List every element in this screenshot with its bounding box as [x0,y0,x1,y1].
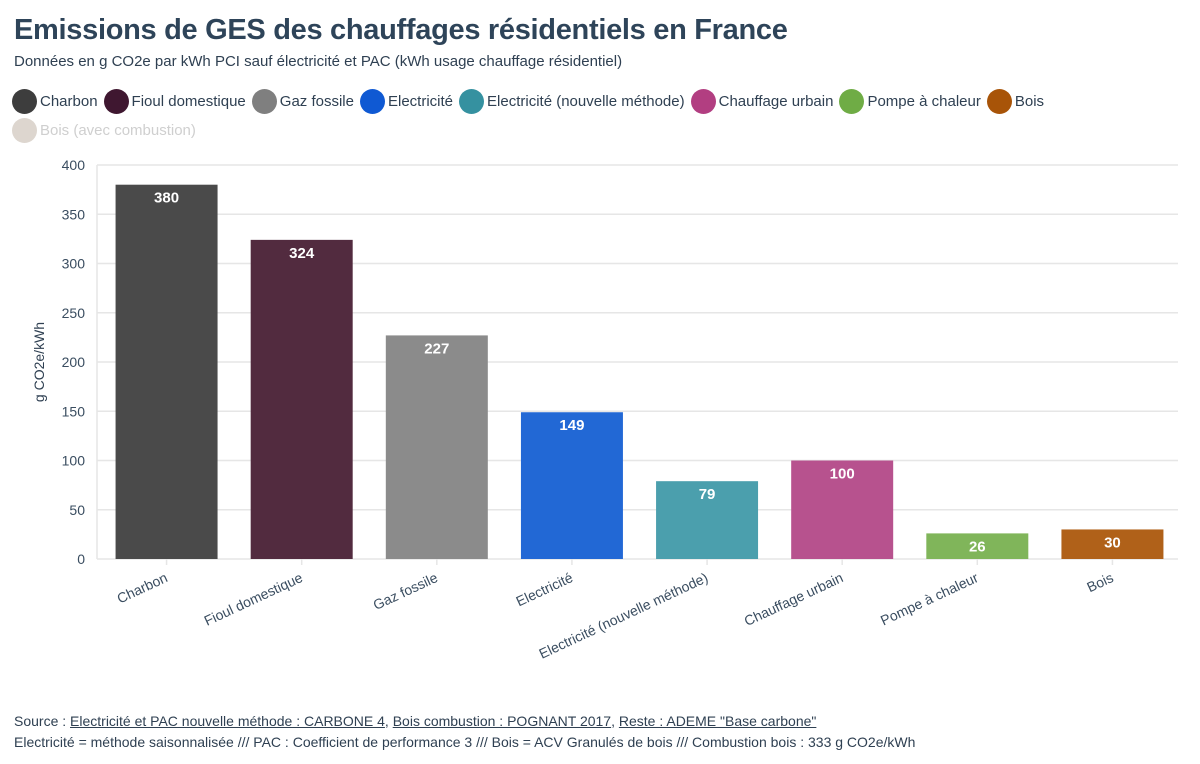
bar-chauffage-urbain[interactable] [791,460,894,560]
data-label: 30 [1104,534,1121,551]
bar-bois[interactable] [1061,529,1164,559]
x-tick-label: Charbon [114,569,169,606]
legend-swatch-icon [12,117,37,143]
source-line: Source : Electricité et PAC nouvelle mét… [14,711,915,732]
y-axis-title: g CO2e/kWh [31,322,47,402]
x-tick-label: Electricité [513,569,575,609]
legend-swatch-icon [839,88,865,114]
x-tick-label: Pompe à chaleur [878,569,981,628]
legend-item[interactable]: Bois [986,88,1045,114]
legend-label: Chauffage urbain [718,92,834,110]
legend-item[interactable]: Pompe à chaleur [839,88,981,114]
y-tick-label: 50 [69,502,85,518]
legend: Charbon Fioul domestique Gaz fossile Electr… [12,88,1112,143]
legend-item[interactable]: Electricité (nouvelle méthode) [459,88,685,114]
legend-label: Charbon [40,92,98,110]
source-link-carbone4[interactable]: Electricité et PAC nouvelle méthode : CA… [70,713,385,729]
data-label: 149 [559,417,584,434]
legend-item[interactable]: Bois (avec combustion) [12,117,196,143]
legend-item[interactable]: Charbon [12,88,98,114]
y-tick-label: 350 [62,206,86,222]
chart-title: Emissions de GES des chauffages résident… [14,14,788,46]
data-label: 227 [424,340,449,357]
y-tick-label: 0 [77,551,85,567]
bar-chart: 0 50 100 150 200 250 300 350 400 g CO2e/kWh 380 Cha… [31,157,1178,662]
legend-label: Bois [1014,92,1045,110]
source-prefix: Source : [14,713,71,729]
separator: , [611,713,619,729]
x-tick-label: Bois [1084,569,1115,595]
legend-swatch-icon [103,88,129,114]
data-label: 324 [289,245,315,262]
data-label: 100 [830,466,855,483]
legend-label: Bois (avec combustion) [40,121,196,139]
legend-item[interactable]: Electricité [359,88,454,114]
legend-swatch-icon [359,88,385,114]
legend-item[interactable]: Fioul domestique [103,88,246,114]
legend-swatch-icon [459,88,485,114]
bar-gaz-fossile[interactable] [385,335,488,559]
x-tick-label: Chauffage urbain [742,569,846,629]
legend-item[interactable]: Chauffage urbain [690,88,834,114]
bar-electricite[interactable] [520,412,623,559]
bar-charbon[interactable] [115,184,218,559]
legend-label: Electricité (nouvelle méthode) [487,92,685,110]
legend-swatch-icon [986,88,1012,114]
source-link-ademe[interactable]: Reste : ADEME "Base carbone" [618,713,817,729]
x-tick-label: Gaz fossile [371,569,441,613]
y-tick-label: 150 [62,403,86,419]
y-tick-label: 400 [62,157,86,173]
y-tick-label: 100 [62,453,86,469]
separator: , [384,713,393,729]
y-tick-label: 250 [62,305,86,321]
bar-fioul-domestique[interactable] [250,239,353,560]
legend-swatch-icon [251,88,277,114]
legend-label: Gaz fossile [279,92,354,110]
legend-swatch-icon [690,88,716,114]
legend-swatch-icon [12,88,37,114]
legend-label: Pompe à chaleur [867,92,981,110]
y-tick-label: 300 [62,256,86,272]
source-link-pognant[interactable]: Bois combustion : POGNANT 2017 [392,713,612,729]
data-label: 26 [969,538,986,555]
legend-label: Fioul domestique [131,92,246,110]
bar-pompe-a-chaleur[interactable] [926,533,1029,559]
bar-electricite-nouvelle-methode[interactable] [656,481,759,559]
legend-label: Electricité [387,92,454,110]
footer: Source : Electricité et PAC nouvelle mét… [14,711,915,753]
methodology-note: Electricité = méthode saisonnalisée /// … [14,734,916,750]
legend-item[interactable]: Gaz fossile [251,88,354,114]
data-label: 380 [154,190,179,207]
x-tick-label: Fioul domestique [202,569,306,629]
y-tick-label: 200 [62,354,86,370]
chart-subtitle: Données en g CO2e par kWh PCI sauf élect… [14,53,623,70]
data-label: 79 [699,486,716,503]
